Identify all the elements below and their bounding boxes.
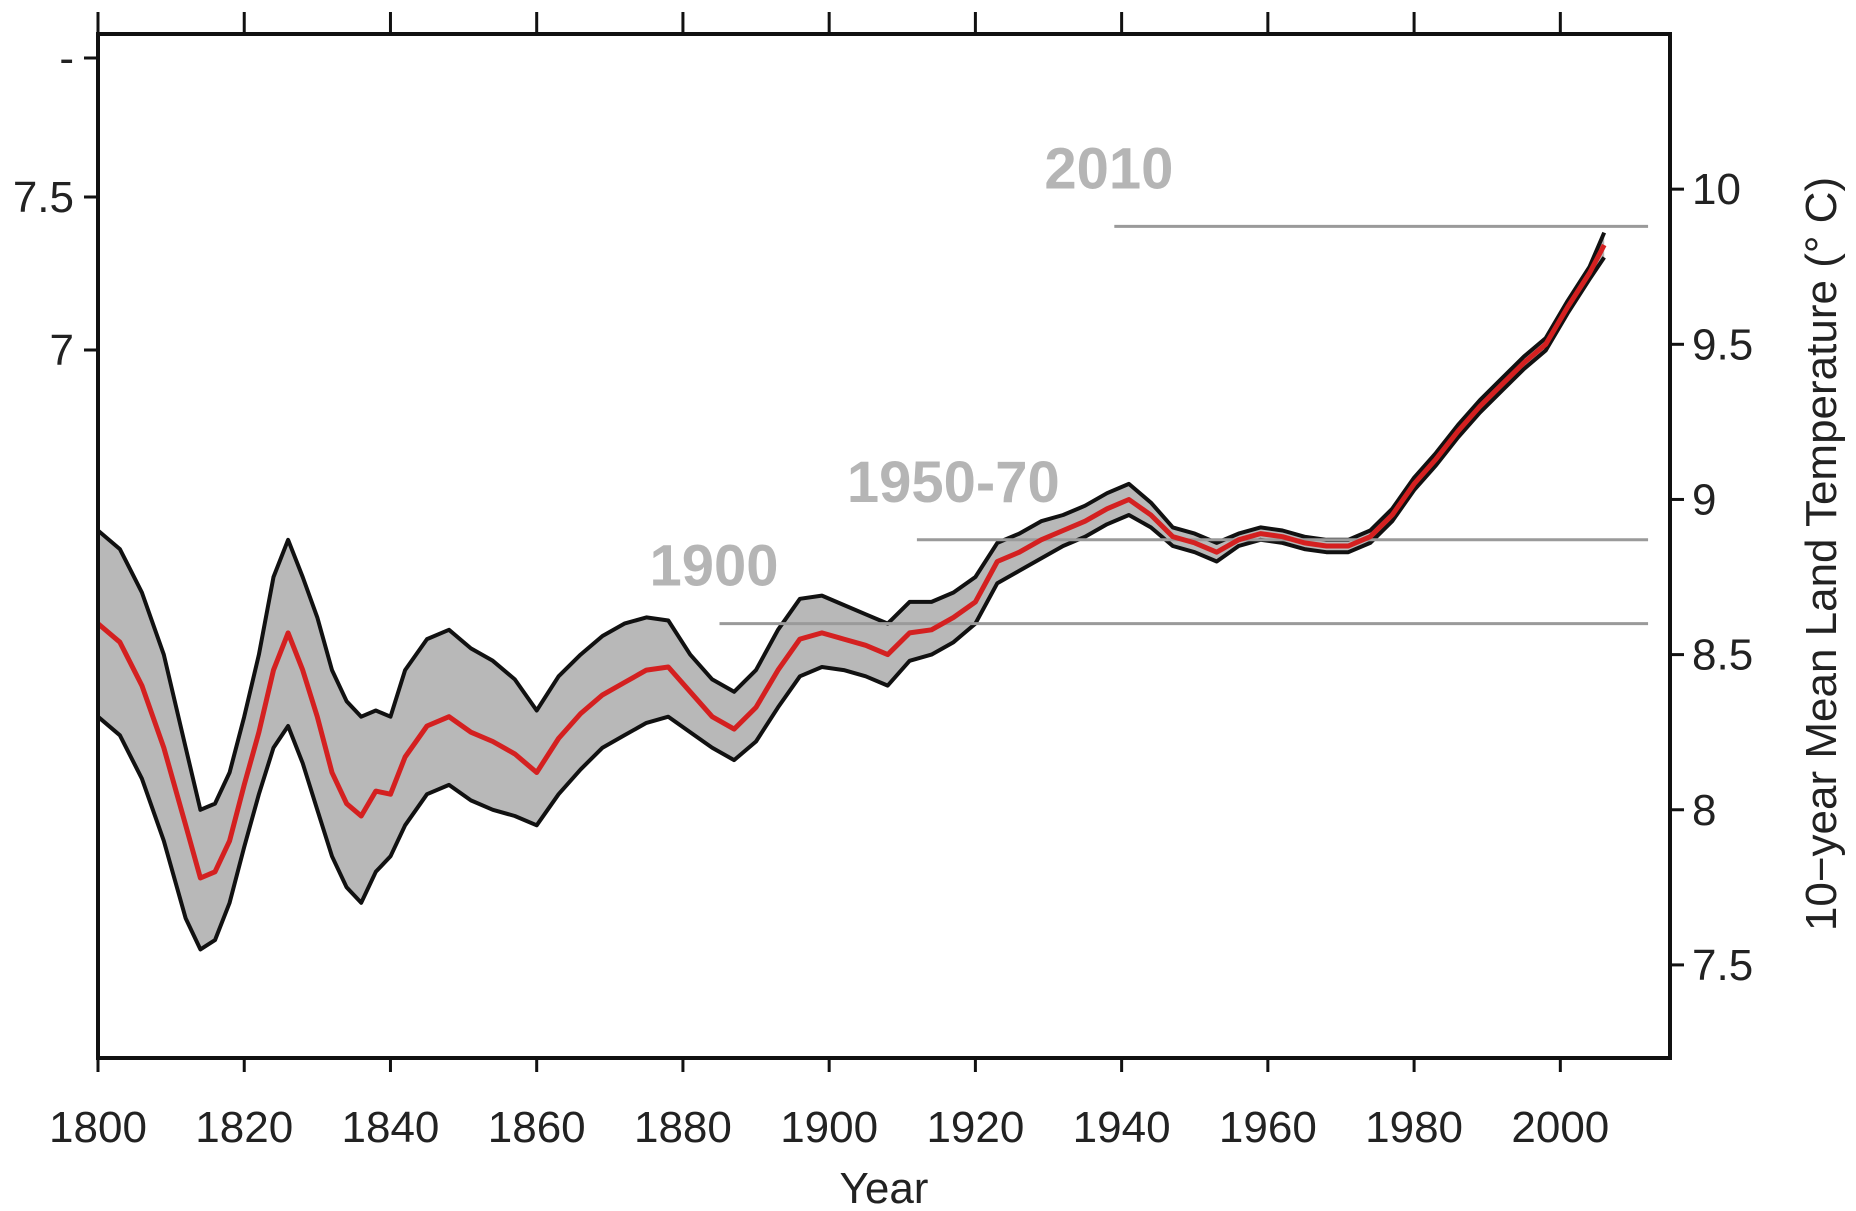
right-y-tick-label-9: 9 [1692, 475, 1716, 524]
right-y-tick-label-10: 10 [1692, 165, 1741, 214]
left-y-tick-label-2: 7 [50, 326, 74, 375]
right-y-tick-label-8.5: 8.5 [1692, 631, 1753, 680]
right-y-tick-label-7.5: 7.5 [1692, 941, 1753, 990]
plot-frame [96, 32, 1672, 1060]
x-tick-label-1860: 1860 [488, 1103, 586, 1152]
right-y-tick-label-9.5: 9.5 [1692, 320, 1753, 369]
mean-line-layer [96, 243, 1607, 881]
x-tick-label-1920: 1920 [926, 1103, 1024, 1152]
x-tick-label-1880: 1880 [634, 1103, 732, 1152]
x-tick-label-1980: 1980 [1365, 1103, 1463, 1152]
x-tick-label-2000: 2000 [1511, 1103, 1609, 1152]
reference-label-1900: 1900 [649, 534, 778, 599]
x-tick-label-1940: 1940 [1073, 1103, 1171, 1152]
x-axis-ticks: 1800 1820 1840 1860 1880 1900 1920 1940 1960 1980… [49, 12, 1609, 1152]
right-y-axis-title: 10−year Mean Land Temperature (° C) [1797, 177, 1846, 931]
right-y-tick-label-8: 8 [1692, 786, 1716, 835]
reference-lines-layer: 2010 1950-70 1900 [649, 136, 1649, 626]
x-axis-title: Year [840, 1164, 929, 1211]
x-tick-label-1840: 1840 [342, 1103, 440, 1152]
uncertainty-band [98, 232, 1605, 950]
x-tick-label-1820: 1820 [195, 1103, 293, 1152]
reference-label-2010: 2010 [1044, 136, 1173, 201]
x-tick-label-1960: 1960 [1219, 1103, 1317, 1152]
right-y-axis-ticks: 7.5 8 8.5 9 9.5 10 [1670, 165, 1753, 990]
left-y-axis-ticks: - 7.5 7 [13, 34, 98, 375]
mean-temperature-line [96, 243, 1607, 881]
x-tick-label-1800: 1800 [49, 1103, 147, 1152]
lower-bound-line [96, 256, 1606, 952]
left-y-tick-label-1: 7.5 [13, 173, 74, 222]
reference-label-1950-70: 1950-70 [847, 450, 1060, 515]
left-y-tick-label-0: - [59, 34, 74, 83]
x-tick-label-1900: 1900 [780, 1103, 878, 1152]
